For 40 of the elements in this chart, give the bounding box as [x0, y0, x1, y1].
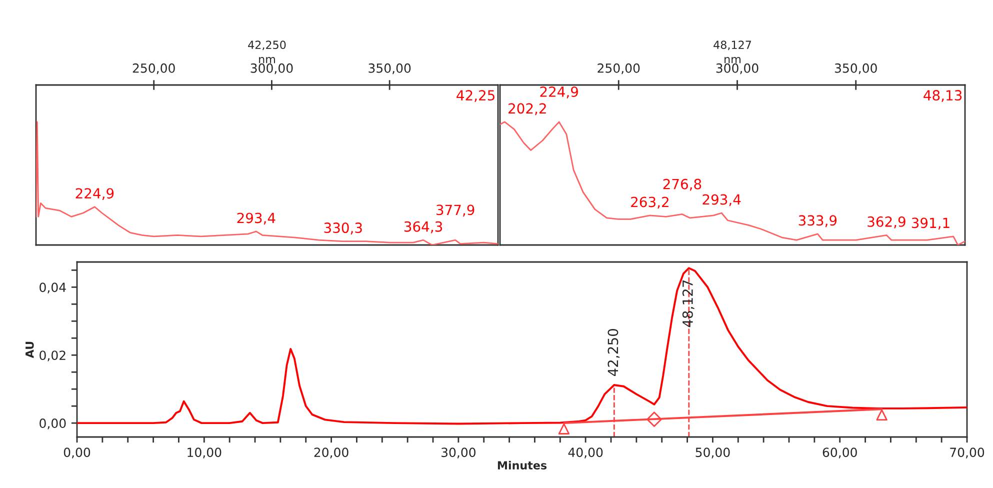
chart-title: 42,250 — [248, 40, 286, 50]
annotation: 48,127 — [682, 280, 694, 328]
annotation: 202,2 — [508, 103, 546, 116]
text: 42,25 — [456, 90, 494, 102]
x-tick-label: 300,00 — [716, 63, 758, 74]
x-tick-label: 350,00 — [834, 63, 877, 74]
annotation: 224,9 — [76, 188, 114, 200]
annotation: 364,3 — [404, 221, 442, 234]
x-tick-label: 30,00 — [441, 448, 476, 458]
text: 48,13 — [924, 90, 962, 102]
x-tick-label: 20,00 — [314, 448, 348, 458]
x-tick-label: 350,00 — [368, 63, 411, 74]
y-tick-label: 0,00 — [40, 418, 66, 430]
x-tick-label: 10,00 — [188, 448, 222, 458]
annotation: 293,4 — [237, 212, 276, 225]
x-tick-label: 0,00 — [64, 448, 90, 458]
annotation: 391,1 — [912, 218, 950, 230]
x-axis-title: Minutes — [498, 460, 547, 470]
annotation: 224,9 — [540, 86, 578, 98]
annotation: 333,9 — [798, 215, 837, 228]
annotation: 362,9 — [868, 216, 906, 228]
x-tick-label: 40,00 — [568, 448, 603, 458]
y-axis-title: AU — [26, 342, 34, 358]
x-tick-label: 60,00 — [822, 448, 857, 458]
annotation: 276,8 — [663, 178, 702, 191]
x-axis-title: nm — [259, 56, 275, 64]
x-tick-label: 50,00 — [696, 448, 730, 458]
annotation: 330,3 — [324, 222, 362, 234]
x-axis-title: nm — [724, 56, 740, 64]
y-tick-label: 0,04 — [40, 282, 66, 294]
x-tick-label: 250,00 — [598, 63, 640, 74]
annotation: 42,250 — [608, 329, 620, 376]
x-tick-label: 300,00 — [250, 63, 293, 74]
annotation: 263,2 — [631, 196, 668, 209]
annotation: 377,9 — [436, 204, 474, 217]
x-tick-label: 70,00 — [950, 448, 984, 458]
x-tick-label: 250,00 — [132, 63, 175, 74]
annotation: 293,4 — [702, 194, 741, 206]
y-tick-label: 0,02 — [40, 350, 66, 362]
chart-title: 48,127 — [714, 40, 751, 50]
